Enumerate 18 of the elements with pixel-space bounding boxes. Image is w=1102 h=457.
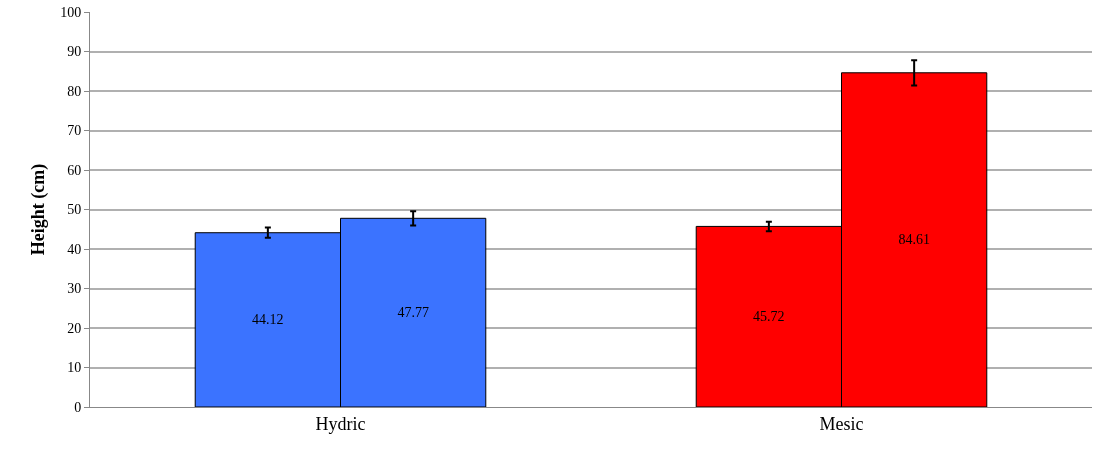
y-tick-label: 20 [67,320,82,336]
y-tick-label: 0 [74,399,82,415]
y-tick-label: 40 [67,241,82,257]
y-axis-title: Height (cm) [28,163,49,256]
y-tick-label: 30 [67,281,82,297]
data-label: 47.77 [397,305,429,321]
data-label: 44.12 [252,312,284,328]
y-tick-label: 90 [67,44,82,60]
x-tick-label: Hydric [315,413,366,434]
y-tick-label: 70 [67,123,82,139]
data-label: 45.72 [753,309,785,325]
y-tick-label: 10 [67,360,82,376]
x-tick-label: Mesic [819,413,864,434]
y-tick-label: 100 [60,4,82,20]
y-tick-label: 50 [67,202,82,218]
data-label: 84.61 [898,232,930,248]
y-tick-label: 60 [67,162,82,178]
y-tick-label: 80 [67,83,82,99]
